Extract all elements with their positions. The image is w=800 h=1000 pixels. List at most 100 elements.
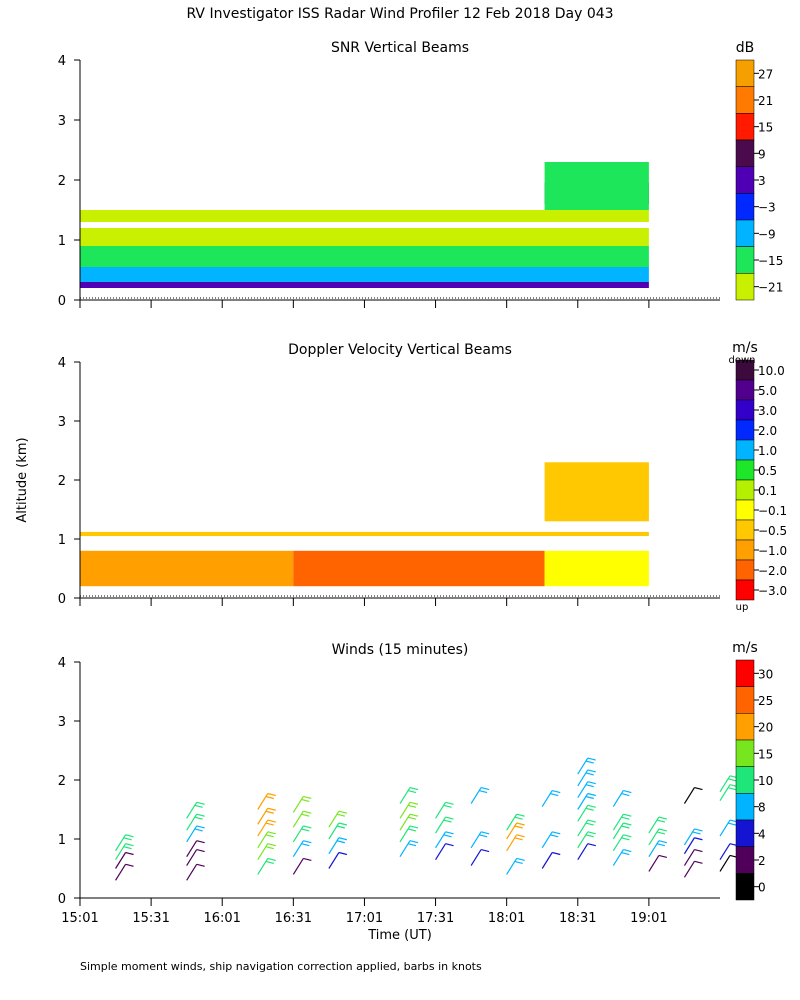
wind-barb [648,828,668,846]
wind-barb [506,834,525,852]
colorbar-tick-label: 2.0 [758,424,777,438]
x-tick-label: 16:31 [275,911,312,926]
data-region [293,550,545,587]
wind-barb [506,813,525,831]
wind-barb [186,801,205,819]
wind-barb [292,825,312,843]
y-tick-label: 2 [58,174,66,189]
colorbar-tick-label: 10.0 [758,364,785,378]
footer-note: Simple moment winds, ship navigation cor… [80,960,482,973]
wind-barb [399,825,419,843]
colorbar-swatch [735,793,755,821]
wind-barb [719,819,739,837]
colorbar-top-label: down [729,355,756,366]
panel-3: Winds (15 minutes) 0 1 2 3 4 15:01 15:31 16:01 16… [58,640,774,943]
colorbar-tick-label: −9 [758,227,776,241]
panel-2: Doppler Velocity Vertical Beams 0 1 2 3 4 10.0… [58,340,787,613]
wind-barb [115,834,134,852]
wind-barb [292,857,312,875]
colorbar-tick-label: 1.0 [758,444,777,458]
data-region [80,228,649,246]
colorbar-bottom-label: up [736,602,749,613]
wind-barb [186,825,205,843]
data-region [80,550,294,587]
wind-barb [683,787,703,804]
colorbar-swatch [735,399,755,421]
colorbar-tick-label: −0.1 [758,504,787,518]
y-tick-label: 2 [58,474,66,489]
colorbar-tick-label: 25 [758,694,773,708]
y-tick-label: 0 [58,592,66,607]
colorbar-tick-label: −15 [758,254,783,268]
x-tick-label: 18:01 [488,911,525,926]
colorbar-swatch [735,686,755,714]
wind-barb [577,804,596,822]
wind-barb [399,801,419,819]
wind-barb [399,840,419,858]
colorbar-tick-label: 30 [758,667,773,681]
x-tick-label: 15:01 [61,911,98,926]
panel-title: Winds (15 minutes) [332,642,469,658]
x-tick-label: 18:31 [559,911,596,926]
colorbar-unit: m/s [732,640,758,656]
wind-barb [577,792,596,810]
wind-barb [292,810,312,828]
colorbar-swatch [735,559,755,581]
data-region [80,267,649,282]
wind-barb [292,840,312,858]
y-tick-label: 4 [58,356,66,371]
y-tick-label: 0 [58,892,66,907]
x-tick-label: 17:31 [417,911,454,926]
colorbar-tick-label: 3.0 [758,404,777,418]
y-tick-label: 1 [58,833,66,848]
colorbar-unit: dB [736,40,755,56]
wind-barb [257,857,276,875]
wind-barb [292,795,312,813]
y-tick-label: 4 [58,656,66,671]
wind-barb [577,769,596,787]
colorbar-tick-label: 20 [758,721,773,735]
wind-barb [683,828,703,846]
colorbar-swatch [735,579,755,601]
wind-barb [186,813,205,831]
colorbar-tick-label: 15 [758,121,773,135]
colorbar-swatch [735,846,755,874]
colorbar-tick-label: 8 [758,801,766,815]
colorbar-tick-label: −1.0 [758,544,787,558]
colorbar-swatch [735,479,755,501]
y-tick-label: 4 [58,54,66,69]
y-axis-label: Altitude (km) [15,437,30,522]
wind-barb [470,831,490,849]
panel-title: SNR Vertical Beams [331,40,469,56]
colorbar-swatch [735,766,755,794]
x-tick-label: 16:01 [203,911,240,926]
wind-barb [435,816,454,834]
wind-barb [577,781,596,799]
wind-barb [257,792,276,810]
data-region [80,246,649,267]
colorbar-swatch [735,873,755,901]
colorbar-swatch [735,86,755,114]
colorbar-swatch [735,439,755,461]
wind-barb [683,860,703,878]
data-region [80,531,649,537]
colorbar-swatch [735,273,755,301]
x-tick-label: 17:01 [346,911,383,926]
wind-barb [328,837,348,855]
wind-barb [115,863,134,881]
colorbar-tick-label: 3 [758,174,766,188]
colorbar-swatch [735,659,755,687]
wind-barb [257,843,276,860]
colorbar-swatch [735,219,755,247]
colorbar-tick-label: 0.5 [758,464,777,478]
colorbar-tick-label: 4 [758,827,766,841]
panel-1: SNR Vertical Beams 0 1 2 3 4 27 21 15 9 3 −3 −9 −15 −2… [58,40,784,309]
colorbar-swatch [735,193,755,221]
wind-barb [435,843,454,860]
y-tick-label: 1 [58,234,66,249]
colorbar-unit: m/s [732,340,758,356]
colorbar-swatch [735,166,755,194]
colorbar-tick-label: −2.0 [758,564,787,578]
data-region [544,550,649,587]
colorbar-tick-label: 9 [758,147,766,161]
